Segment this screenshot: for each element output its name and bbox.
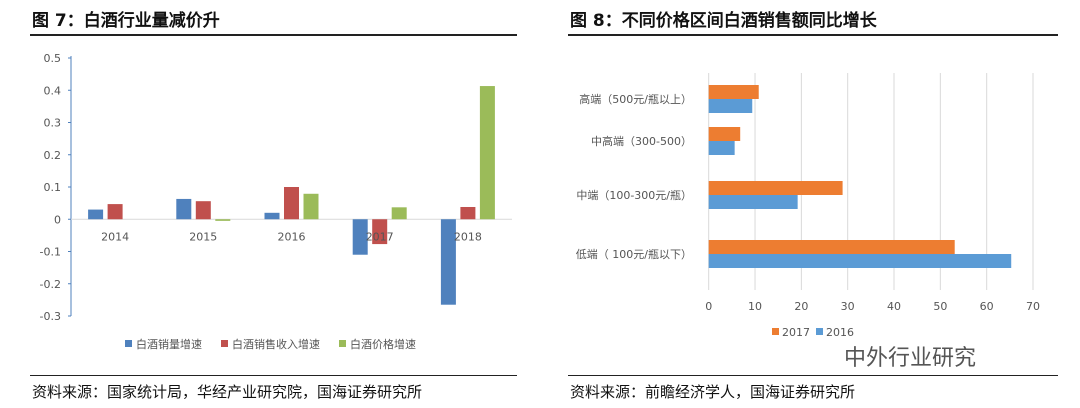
y-tick-label: -0.2 bbox=[40, 278, 61, 291]
x-tick-label: 2014 bbox=[101, 230, 129, 243]
y-tick-label: -0.1 bbox=[40, 246, 61, 259]
legend-label: 白酒价格增速 bbox=[350, 337, 416, 351]
x-tick-label: 10 bbox=[748, 300, 762, 313]
x-tick-label: 40 bbox=[887, 300, 901, 313]
x-tick-label: 20 bbox=[794, 300, 808, 313]
y-tick-label: 0.3 bbox=[44, 117, 62, 130]
x-tick-label: 30 bbox=[841, 300, 855, 313]
legend-swatch bbox=[816, 328, 823, 335]
bar-白酒销售收入增速-2018 bbox=[460, 206, 476, 220]
bar-2017-中高端（300-500） bbox=[708, 127, 741, 141]
legend-swatch bbox=[125, 340, 132, 347]
bar-2016-中端（100-300元/瓶） bbox=[708, 195, 798, 209]
x-tick-label: 70 bbox=[1026, 300, 1040, 313]
bar-白酒价格增速-2016 bbox=[303, 193, 319, 220]
bar-2016-低端（ 100元/瓶以下） bbox=[708, 254, 1012, 268]
x-tick-label: 2016 bbox=[278, 230, 306, 243]
right-source: 资料来源：前瞻经济学人，国海证券研究所 bbox=[570, 383, 856, 401]
bar-2017-低端（ 100元/瓶以下） bbox=[708, 240, 955, 254]
legend-label: 2016 bbox=[826, 326, 854, 339]
x-tick-label: 50 bbox=[933, 300, 947, 313]
bar-白酒价格增速-2015 bbox=[215, 219, 231, 221]
bar-白酒价格增速-2017 bbox=[391, 207, 407, 220]
right-figure-title: 图 8：不同价格区间白酒销售额同比增长 bbox=[570, 11, 877, 31]
left-figure-title: 图 7：白酒行业量减价升 bbox=[32, 11, 220, 31]
bar-白酒销量增速-2015 bbox=[176, 198, 192, 220]
bar-白酒销量增速-2018 bbox=[440, 219, 456, 305]
bar-白酒销售收入增速-2016 bbox=[284, 187, 299, 220]
legend-label: 白酒销量增速 bbox=[136, 337, 202, 351]
y-category-label: 高端（500元/瓶以上） bbox=[579, 92, 692, 106]
bar-2016-中高端（300-500） bbox=[708, 141, 735, 155]
x-tick-label: 60 bbox=[980, 300, 994, 313]
left-source: 资料来源：国家统计局，华经产业研究院，国海证券研究所 bbox=[32, 383, 423, 401]
watermark: 中外行业研究 bbox=[844, 346, 977, 371]
y-category-label: 低端（ 100元/瓶以下） bbox=[576, 247, 692, 261]
y-tick-label: 0.2 bbox=[44, 149, 62, 162]
bar-白酒销量增速-2017 bbox=[352, 219, 368, 255]
x-tick-label: 2015 bbox=[189, 230, 217, 243]
bar-白酒销售收入增速-2015 bbox=[195, 201, 211, 220]
bar-白酒销量增速-2014 bbox=[88, 209, 104, 220]
bar-2017-中端（100-300元/瓶） bbox=[708, 181, 843, 195]
left-source-rule bbox=[30, 375, 517, 376]
bar-白酒销售收入增速-2014 bbox=[107, 204, 123, 220]
bar-白酒销售收入增速-2017 bbox=[372, 219, 388, 245]
y-tick-label: 0.5 bbox=[44, 52, 62, 65]
y-tick-label: 0 bbox=[54, 213, 61, 226]
right-title-rule bbox=[568, 34, 1058, 36]
legend-swatch bbox=[221, 340, 228, 347]
y-tick-label: -0.3 bbox=[40, 310, 61, 323]
y-tick-label: 0.4 bbox=[44, 84, 62, 97]
x-tick-label: 0 bbox=[705, 300, 712, 313]
legend-label: 2017 bbox=[782, 326, 810, 339]
x-tick-label: 2018 bbox=[454, 230, 482, 243]
bar-2016-高端（500元/瓶以上） bbox=[708, 99, 753, 113]
bar-白酒销量增速-2016 bbox=[264, 212, 280, 220]
x-tick-label: 2017 bbox=[366, 230, 394, 243]
y-tick-label: 0.1 bbox=[44, 181, 62, 194]
legend-swatch bbox=[339, 340, 346, 347]
right-source-rule bbox=[568, 375, 1058, 376]
y-category-label: 中端（100-300元/瓶） bbox=[576, 188, 692, 202]
legend-label: 白酒销售收入增速 bbox=[232, 337, 320, 351]
legend-swatch bbox=[772, 328, 779, 335]
bar-白酒价格增速-2018 bbox=[479, 86, 495, 220]
y-category-label: 中高端（300-500） bbox=[591, 134, 692, 148]
left-title-rule bbox=[30, 34, 517, 36]
bar-2017-高端（500元/瓶以上） bbox=[708, 85, 759, 99]
